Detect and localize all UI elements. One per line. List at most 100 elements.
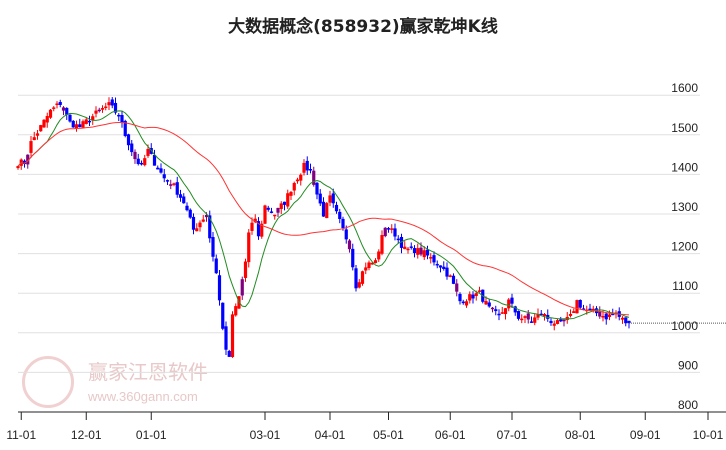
y-tick-label: 1600 <box>671 81 698 95</box>
candle-body <box>549 320 553 324</box>
candle-body <box>334 204 339 212</box>
candle-body <box>172 183 176 185</box>
candle-body <box>282 201 287 205</box>
x-tick-label: 09-01 <box>630 428 661 442</box>
candle-body <box>539 313 543 316</box>
candle-body <box>52 107 56 109</box>
candle-body <box>357 282 361 288</box>
candle-body <box>253 218 257 223</box>
candle-body <box>42 119 46 128</box>
candle-body <box>461 301 465 304</box>
candle-body <box>377 251 381 260</box>
candle-body <box>321 201 326 217</box>
candle-body <box>477 290 482 292</box>
candle-body <box>341 218 345 228</box>
candle-body <box>572 311 576 314</box>
candle-body <box>393 228 397 237</box>
candle-body <box>328 195 332 203</box>
candle-body <box>227 350 231 357</box>
ma-long-line <box>17 121 630 316</box>
candle-body <box>338 211 342 220</box>
candle-body <box>204 214 209 218</box>
candle-body <box>624 317 628 324</box>
candle-body <box>240 279 244 296</box>
candle-body <box>191 216 196 230</box>
candle-body <box>351 248 355 268</box>
candle-body <box>139 162 144 165</box>
candle-body <box>464 301 469 306</box>
candle-body <box>620 317 625 320</box>
candle-body <box>224 326 228 350</box>
candle-body <box>126 134 131 146</box>
y-tick-label: 1500 <box>671 121 698 135</box>
candle-body <box>484 301 488 305</box>
candle-body <box>22 160 27 165</box>
candle-body <box>29 141 33 153</box>
candle-body <box>516 311 521 319</box>
x-tick-label: 06-01 <box>435 428 466 442</box>
candle-body <box>308 169 313 171</box>
candle-body <box>383 227 387 237</box>
candle-body <box>110 99 114 106</box>
candle-body <box>503 308 508 315</box>
candle-body <box>542 314 547 316</box>
candle-body <box>581 308 586 310</box>
candle-body <box>299 174 303 181</box>
candle-body <box>55 103 59 106</box>
y-tick-label: 1300 <box>671 200 698 214</box>
candle-body <box>35 133 40 136</box>
x-tick-label: 10-01 <box>693 428 724 442</box>
y-tick-label: 800 <box>678 398 698 412</box>
candle-body <box>289 191 293 196</box>
candle-body <box>234 306 238 316</box>
candle-body <box>97 109 101 112</box>
watermark-seal <box>22 356 74 408</box>
candle-body <box>347 240 352 250</box>
candle-body <box>373 260 378 264</box>
candle-body <box>175 182 179 195</box>
candle-body <box>279 203 283 209</box>
candle-body <box>380 235 384 254</box>
candle-body <box>256 221 261 237</box>
candle-body <box>247 232 251 263</box>
candle-body <box>575 300 579 314</box>
candle-body <box>396 238 400 241</box>
candle-body <box>263 205 267 224</box>
candle-body <box>68 114 72 122</box>
candle-body <box>370 262 374 265</box>
candle-body <box>344 229 348 240</box>
x-tick-label: 08-01 <box>565 428 596 442</box>
candle-body <box>318 193 322 204</box>
candle-body <box>169 184 173 186</box>
candle-body <box>250 222 254 231</box>
candle-body <box>331 193 335 204</box>
candle-body <box>39 125 43 132</box>
y-tick-label: 1200 <box>671 240 698 254</box>
candle-body <box>386 228 391 230</box>
candle-body <box>598 311 602 317</box>
candle-body <box>195 228 199 232</box>
candle-body <box>607 314 612 317</box>
candle-body <box>269 211 274 213</box>
candle-body <box>84 119 88 124</box>
candle-body <box>399 236 404 248</box>
candle-body <box>208 215 212 239</box>
candle-body <box>559 319 563 322</box>
candle-body <box>588 308 592 311</box>
candle-body <box>305 160 309 171</box>
candle-body <box>273 214 277 217</box>
candle-body <box>143 158 147 166</box>
candle-body <box>523 316 527 318</box>
candle-body <box>178 194 183 198</box>
candle-body <box>445 267 449 277</box>
candle-body <box>136 158 140 164</box>
candle-body <box>490 307 495 310</box>
candle-body <box>432 255 436 263</box>
candle-body <box>442 266 446 269</box>
candle-body <box>182 196 186 204</box>
candle-body <box>243 261 248 278</box>
candle-body <box>217 275 222 301</box>
candle-body <box>123 120 127 136</box>
